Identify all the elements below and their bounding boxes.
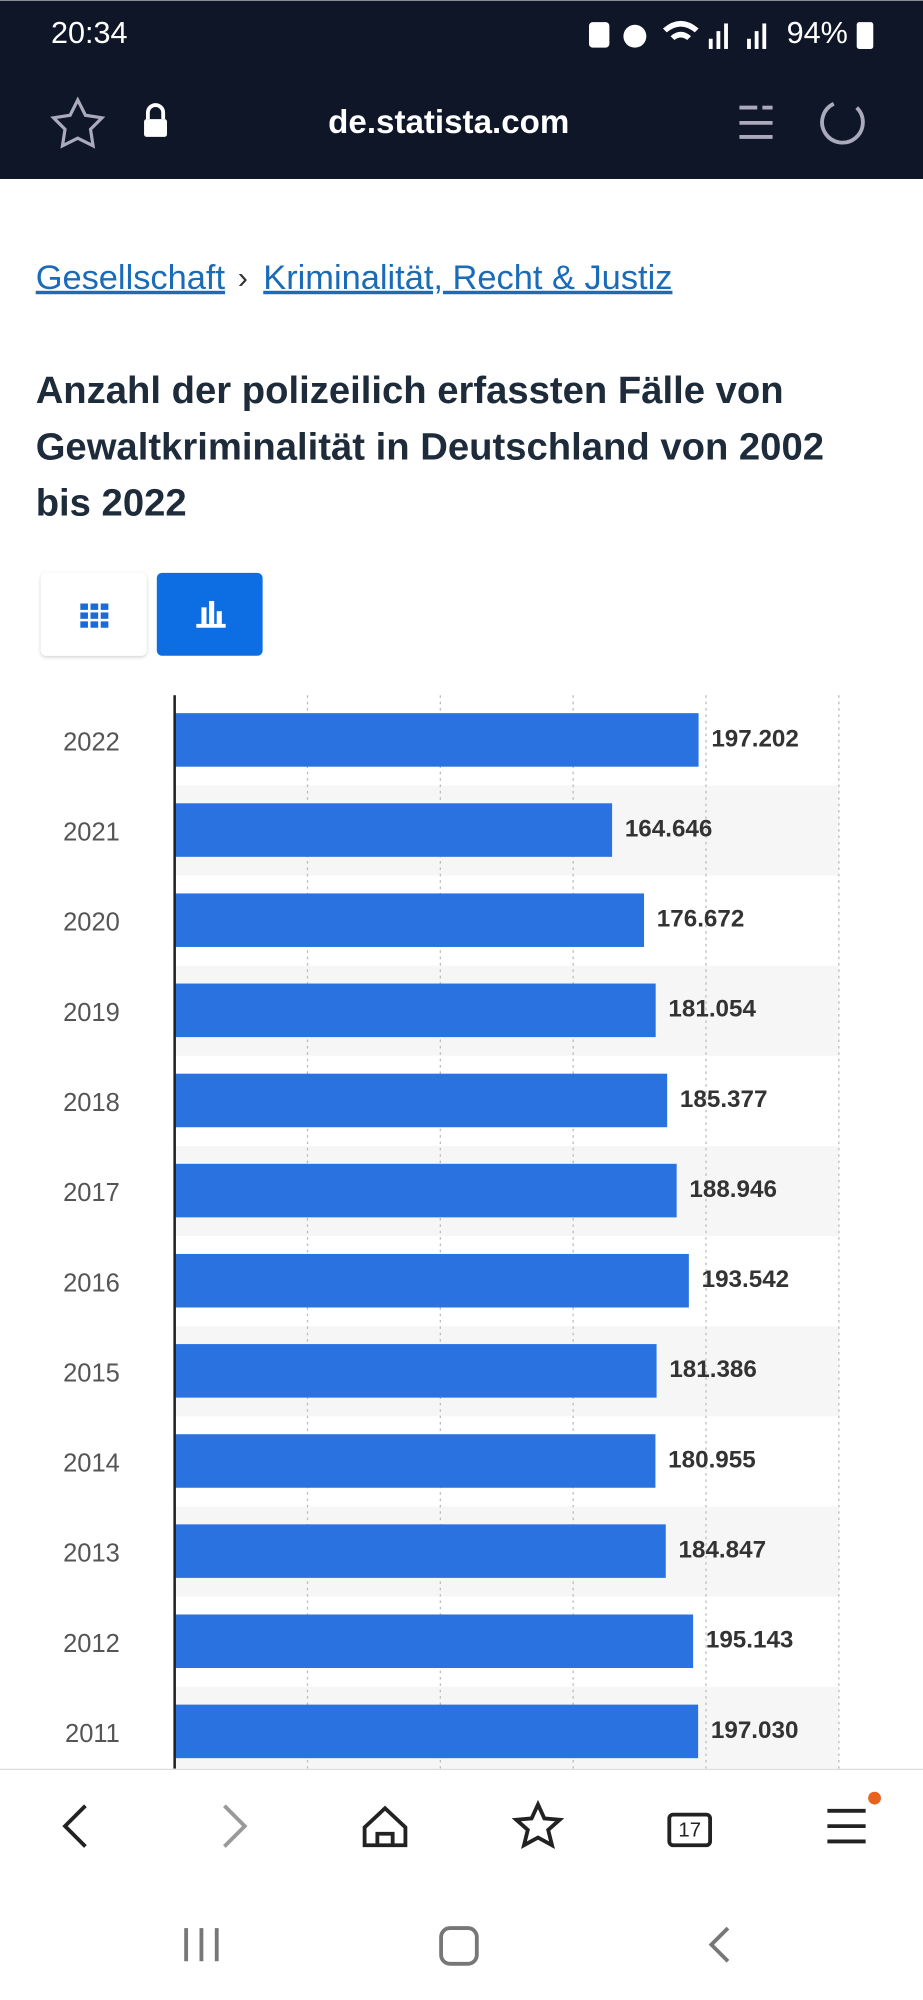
bookmark-icon[interactable]	[50, 96, 106, 149]
status-icons	[588, 20, 874, 49]
bar	[174, 1073, 668, 1128]
category-label: 2015	[63, 1359, 120, 1387]
menu-button[interactable]	[827, 1808, 866, 1844]
value-label: 180.955	[668, 1446, 756, 1473]
bar	[174, 1704, 699, 1759]
breadcrumb-separator: ›	[238, 261, 248, 295]
bar	[174, 1163, 677, 1218]
category-label: 2013	[63, 1540, 120, 1568]
forward-button[interactable]	[223, 1804, 248, 1848]
value-label: 181.054	[668, 996, 756, 1023]
bar	[174, 893, 645, 947]
status-time: 20:34	[51, 16, 128, 50]
bar	[174, 983, 656, 1038]
category-label: 2017	[63, 1179, 120, 1207]
notification-dot	[868, 1791, 881, 1805]
value-label: 185.377	[680, 1086, 768, 1113]
battery-level: 94%	[787, 16, 848, 50]
system-nav	[184, 1926, 730, 1966]
value-label: 164.646	[625, 815, 713, 842]
bookmarks-button[interactable]	[511, 1799, 565, 1850]
table-icon	[80, 603, 109, 628]
top-bar	[0, 0, 923, 179]
category-label: 2014	[63, 1450, 120, 1478]
value-label: 197.202	[711, 725, 799, 752]
breadcrumb-link[interactable]: Gesellschaft	[36, 259, 226, 297]
category-label: 2019	[63, 999, 120, 1027]
value-label: 197.030	[711, 1717, 799, 1744]
category-label: 2021	[63, 819, 120, 847]
category-label: 2020	[63, 909, 120, 937]
bar	[174, 803, 613, 857]
value-label: 188.946	[689, 1176, 777, 1203]
chart-title: Anzahl der polizeilich erfassten Fälle v…	[36, 369, 824, 524]
bottom-nav	[0, 1768, 923, 2000]
reader-icon[interactable]	[739, 105, 773, 139]
bar	[174, 1344, 657, 1398]
category-label: 2022	[63, 728, 120, 756]
tab-count: 17	[678, 1820, 701, 1842]
chart: 2022 197.202 2021 164.646 2020 176.672 2019 181…	[63, 695, 840, 1769]
value-label: 184.847	[679, 1537, 767, 1564]
url[interactable]: de.statista.com	[328, 104, 569, 141]
home-button[interactable]	[362, 1805, 408, 1848]
bar	[174, 1524, 666, 1578]
back-button[interactable]	[62, 1804, 87, 1848]
bar	[174, 1614, 694, 1669]
value-label: 181.386	[669, 1356, 757, 1383]
bar	[174, 1434, 656, 1488]
bar	[174, 1253, 689, 1308]
chart-icon	[196, 600, 226, 628]
bar	[174, 713, 699, 767]
tabs-button[interactable]	[667, 1812, 713, 1848]
category-label: 2012	[63, 1630, 120, 1658]
value-label: 176.672	[657, 906, 745, 933]
category-label: 2018	[63, 1089, 120, 1117]
value-label: 195.143	[706, 1627, 794, 1654]
category-label: 2011	[65, 1720, 120, 1748]
category-label: 2016	[63, 1269, 120, 1297]
breadcrumb-link[interactable]: Kriminalität, Recht & Justiz	[263, 259, 672, 297]
lock-icon	[144, 103, 168, 137]
value-label: 193.542	[702, 1266, 790, 1293]
reload-icon[interactable]	[820, 102, 865, 145]
